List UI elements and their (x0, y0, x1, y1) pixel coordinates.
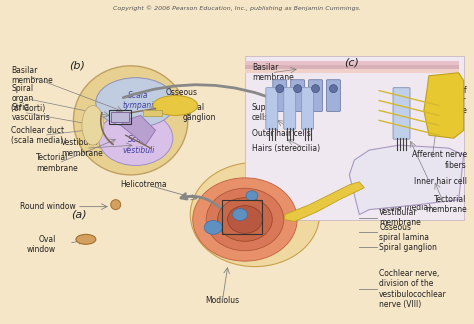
Ellipse shape (218, 198, 272, 241)
Circle shape (294, 85, 301, 93)
FancyBboxPatch shape (291, 80, 305, 111)
Text: Afferent nerve
fibers: Afferent nerve fibers (411, 150, 466, 170)
Text: (a): (a) (71, 210, 87, 220)
Text: Cochlear duct
(scala media): Cochlear duct (scala media) (11, 125, 64, 145)
Text: Scala
vestibuli: Scala vestibuli (122, 135, 155, 155)
Text: Fibers of
cochlear
nerve: Fibers of cochlear nerve (434, 86, 466, 115)
Bar (109, 110, 131, 124)
Text: Helicotrema: Helicotrema (121, 180, 167, 189)
Circle shape (311, 85, 319, 93)
Text: Cochlear duct
(scala media): Cochlear duct (scala media) (379, 193, 432, 212)
Text: Modiolus: Modiolus (205, 296, 239, 305)
Text: Vestibular
membrane: Vestibular membrane (379, 208, 421, 227)
Text: Vestibular
membrane: Vestibular membrane (61, 138, 103, 158)
FancyBboxPatch shape (284, 88, 296, 129)
Text: Hairs (stereocilia): Hairs (stereocilia) (252, 144, 320, 153)
FancyBboxPatch shape (327, 80, 340, 111)
Ellipse shape (204, 221, 222, 234)
Text: Spiral ganglion: Spiral ganglion (379, 243, 437, 252)
FancyBboxPatch shape (301, 88, 313, 129)
Ellipse shape (82, 106, 104, 145)
Text: Spiral
organ
(of Corti): Spiral organ (of Corti) (11, 84, 46, 113)
Text: Round window: Round window (20, 202, 76, 211)
Circle shape (111, 200, 121, 210)
Text: (c): (c) (344, 58, 359, 68)
FancyBboxPatch shape (273, 80, 287, 111)
Text: Outer hair cells: Outer hair cells (252, 129, 311, 138)
Bar (245, 69, 459, 73)
Bar (143, 110, 163, 116)
Bar (245, 65, 459, 69)
Polygon shape (121, 115, 155, 145)
Circle shape (276, 85, 284, 93)
Text: Supporting
cells: Supporting cells (252, 103, 294, 122)
Circle shape (329, 85, 337, 93)
Text: Osseous
spiral
lamina: Osseous spiral lamina (165, 87, 198, 117)
Text: (b): (b) (69, 61, 85, 71)
Text: Tectorial
membrane: Tectorial membrane (425, 195, 466, 214)
Text: Scala
tympani: Scala tympani (123, 91, 154, 110)
Bar (222, 200, 262, 234)
Text: Inner hair cell: Inner hair cell (414, 177, 466, 186)
Text: Basilar
membrane: Basilar membrane (252, 63, 294, 83)
Polygon shape (285, 182, 364, 222)
Polygon shape (349, 145, 464, 214)
Polygon shape (424, 73, 464, 138)
Text: Basilar
membrane: Basilar membrane (11, 66, 53, 86)
Bar (245, 56, 464, 219)
Ellipse shape (153, 96, 198, 115)
Ellipse shape (206, 188, 284, 251)
Ellipse shape (96, 78, 175, 127)
Ellipse shape (76, 234, 96, 244)
FancyBboxPatch shape (393, 88, 410, 139)
Text: Stria
vascularis: Stria vascularis (11, 103, 50, 122)
Text: Oval
window: Oval window (27, 235, 56, 254)
FancyBboxPatch shape (309, 80, 322, 111)
Ellipse shape (190, 163, 319, 267)
Text: Copyright © 2006 Pearson Education, Inc., publishing as Benjamin Cummings.: Copyright © 2006 Pearson Education, Inc.… (113, 6, 361, 11)
Text: Tectorial
membrane: Tectorial membrane (36, 153, 78, 173)
FancyBboxPatch shape (266, 88, 278, 129)
Bar (245, 61, 459, 65)
Bar (111, 112, 128, 122)
Ellipse shape (246, 191, 258, 201)
Ellipse shape (228, 206, 262, 233)
Ellipse shape (193, 178, 297, 261)
Ellipse shape (73, 66, 188, 175)
Ellipse shape (98, 111, 173, 166)
Text: Spiral
ganglion: Spiral ganglion (182, 103, 216, 122)
Text: Osseous
spiral lamina: Osseous spiral lamina (379, 223, 429, 242)
Ellipse shape (233, 209, 247, 221)
Text: Cochlear nerve,
division of the
vestibulocochlear
nerve (VIII): Cochlear nerve, division of the vestibul… (379, 269, 447, 309)
